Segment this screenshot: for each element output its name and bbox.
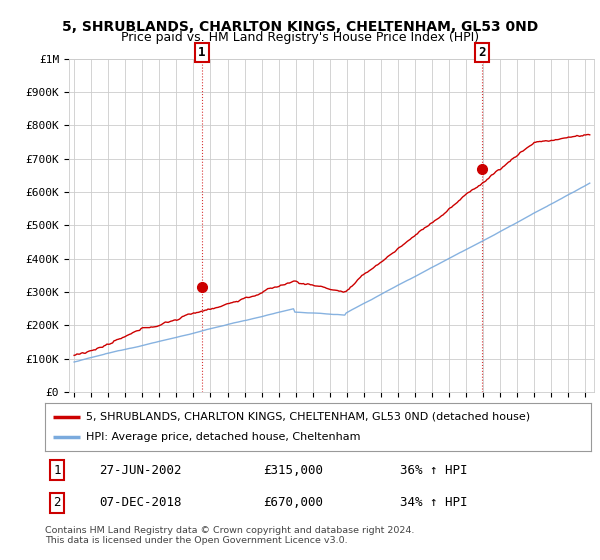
Text: This data is licensed under the Open Government Licence v3.0.: This data is licensed under the Open Gov… [45, 536, 347, 545]
Text: 2: 2 [478, 46, 485, 59]
Text: 36% ↑ HPI: 36% ↑ HPI [400, 464, 467, 477]
Text: 27-JUN-2002: 27-JUN-2002 [100, 464, 182, 477]
Text: £670,000: £670,000 [263, 496, 323, 509]
Text: £315,000: £315,000 [263, 464, 323, 477]
Text: Price paid vs. HM Land Registry's House Price Index (HPI): Price paid vs. HM Land Registry's House … [121, 31, 479, 44]
Text: 5, SHRUBLANDS, CHARLTON KINGS, CHELTENHAM, GL53 0ND (detached house): 5, SHRUBLANDS, CHARLTON KINGS, CHELTENHA… [86, 412, 530, 422]
Text: Contains HM Land Registry data © Crown copyright and database right 2024.: Contains HM Land Registry data © Crown c… [45, 526, 415, 535]
Text: 2: 2 [53, 496, 61, 509]
Text: HPI: Average price, detached house, Cheltenham: HPI: Average price, detached house, Chel… [86, 432, 361, 442]
Text: 1: 1 [198, 46, 206, 59]
Text: 34% ↑ HPI: 34% ↑ HPI [400, 496, 467, 509]
Text: 5, SHRUBLANDS, CHARLTON KINGS, CHELTENHAM, GL53 0ND: 5, SHRUBLANDS, CHARLTON KINGS, CHELTENHA… [62, 20, 538, 34]
Text: 1: 1 [53, 464, 61, 477]
Text: 07-DEC-2018: 07-DEC-2018 [100, 496, 182, 509]
